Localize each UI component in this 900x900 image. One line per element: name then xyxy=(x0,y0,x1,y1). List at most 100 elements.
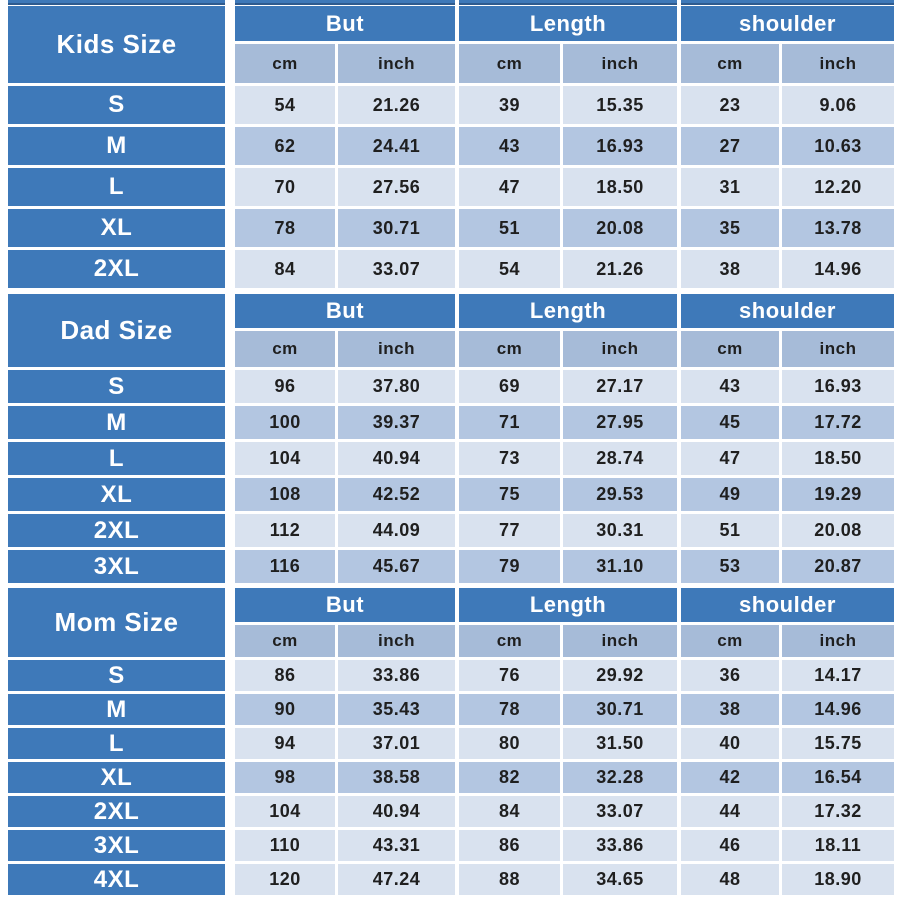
size-label: M xyxy=(8,694,225,725)
data-cell: 42 xyxy=(681,762,779,793)
data-cell: 96 xyxy=(235,370,335,403)
size-table-mom-size: Mom Size But cm inch Length cm inch shoulder cm i… xyxy=(8,588,900,895)
top-strip-segment xyxy=(681,0,894,5)
data-cell: 27.95 xyxy=(563,406,677,439)
data-cell: 33.07 xyxy=(563,796,677,827)
data-cell: 24.41 xyxy=(338,127,455,165)
data-cell: 16.93 xyxy=(563,127,677,165)
data-cell: 27.17 xyxy=(563,370,677,403)
data-cell: 48 xyxy=(681,864,779,895)
data-cell: 49 xyxy=(681,478,779,511)
data-cell: 18.50 xyxy=(782,442,894,475)
data-cell: 20.08 xyxy=(563,209,677,247)
data-cell: 78 xyxy=(235,209,335,247)
size-table-dad-size: Dad Size But cm inch Length cm inch shoulder cm i… xyxy=(8,294,900,583)
data-cell: 54 xyxy=(235,86,335,124)
unit-header-cm: cm xyxy=(459,625,560,657)
data-cell: 15.35 xyxy=(563,86,677,124)
data-cell: 98 xyxy=(235,762,335,793)
data-cell: 100 xyxy=(235,406,335,439)
unit-header-inch: inch xyxy=(338,625,455,657)
top-strip-segment xyxy=(235,0,455,5)
size-label: XL xyxy=(8,478,225,511)
data-cell: 54 xyxy=(459,250,560,288)
data-cell: 14.96 xyxy=(782,694,894,725)
size-label: XL xyxy=(8,209,225,247)
data-cell: 18.50 xyxy=(563,168,677,206)
group-header-length: Length xyxy=(459,294,677,328)
section-label: Kids Size xyxy=(8,6,225,83)
size-label: S xyxy=(8,86,225,124)
data-cell: 38.58 xyxy=(338,762,455,793)
data-cell: 39.37 xyxy=(338,406,455,439)
data-cell: 14.96 xyxy=(782,250,894,288)
data-cell: 20.08 xyxy=(782,514,894,547)
data-cell: 46 xyxy=(681,830,779,861)
group-header-shoulder: shoulder xyxy=(681,294,894,328)
data-cell: 40.94 xyxy=(338,796,455,827)
data-cell: 18.90 xyxy=(782,864,894,895)
data-cell: 29.53 xyxy=(563,478,677,511)
data-cell: 45.67 xyxy=(338,550,455,583)
data-cell: 44 xyxy=(681,796,779,827)
data-cell: 84 xyxy=(459,796,560,827)
size-label: XL xyxy=(8,762,225,793)
data-cell: 86 xyxy=(459,830,560,861)
data-cell: 104 xyxy=(235,796,335,827)
data-cell: 69 xyxy=(459,370,560,403)
data-cell: 23 xyxy=(681,86,779,124)
data-cell: 77 xyxy=(459,514,560,547)
group-header-but: But xyxy=(235,588,455,622)
data-cell: 32.28 xyxy=(563,762,677,793)
section-label: Dad Size xyxy=(8,294,225,367)
top-strip-segment xyxy=(459,0,677,5)
data-cell: 33.07 xyxy=(338,250,455,288)
top-border-strip xyxy=(8,0,900,5)
data-cell: 112 xyxy=(235,514,335,547)
group-header-but: But xyxy=(235,6,455,41)
data-cell: 29.92 xyxy=(563,660,677,691)
data-cell: 43 xyxy=(681,370,779,403)
data-cell: 35.43 xyxy=(338,694,455,725)
group-header-length: Length xyxy=(459,588,677,622)
section-label: Mom Size xyxy=(8,588,225,657)
data-cell: 9.06 xyxy=(782,86,894,124)
data-cell: 70 xyxy=(235,168,335,206)
group-header-length: Length xyxy=(459,6,677,41)
unit-header-inch: inch xyxy=(563,331,677,367)
data-cell: 17.72 xyxy=(782,406,894,439)
data-cell: 62 xyxy=(235,127,335,165)
data-cell: 37.80 xyxy=(338,370,455,403)
data-cell: 51 xyxy=(681,514,779,547)
data-cell: 79 xyxy=(459,550,560,583)
data-cell: 40 xyxy=(681,728,779,759)
data-cell: 18.11 xyxy=(782,830,894,861)
unit-header-cm: cm xyxy=(235,331,335,367)
data-cell: 16.93 xyxy=(782,370,894,403)
data-cell: 116 xyxy=(235,550,335,583)
data-cell: 51 xyxy=(459,209,560,247)
data-cell: 108 xyxy=(235,478,335,511)
data-cell: 27 xyxy=(681,127,779,165)
unit-header-inch: inch xyxy=(782,625,894,657)
data-cell: 21.26 xyxy=(338,86,455,124)
unit-header-cm: cm xyxy=(681,331,779,367)
unit-header-cm: cm xyxy=(681,625,779,657)
data-cell: 16.54 xyxy=(782,762,894,793)
size-label: 2XL xyxy=(8,514,225,547)
data-cell: 31.50 xyxy=(563,728,677,759)
data-cell: 19.29 xyxy=(782,478,894,511)
data-cell: 31 xyxy=(681,168,779,206)
data-cell: 78 xyxy=(459,694,560,725)
data-cell: 104 xyxy=(235,442,335,475)
size-label: 3XL xyxy=(8,830,225,861)
data-cell: 120 xyxy=(235,864,335,895)
data-cell: 80 xyxy=(459,728,560,759)
size-label: 2XL xyxy=(8,796,225,827)
data-cell: 30.71 xyxy=(563,694,677,725)
table-area: Kids Size But cm inch Length cm inch shoulder cm… xyxy=(0,6,900,895)
size-label: S xyxy=(8,660,225,691)
data-cell: 12.20 xyxy=(782,168,894,206)
data-cell: 86 xyxy=(235,660,335,691)
data-cell: 33.86 xyxy=(563,830,677,861)
